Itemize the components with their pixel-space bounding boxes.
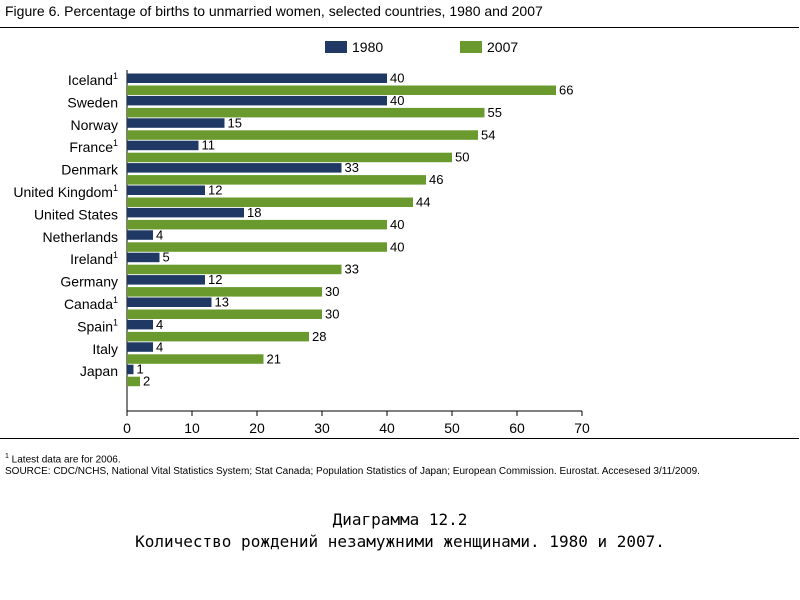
x-tick-label: 10 [184, 420, 200, 436]
bar-2007-germany [127, 287, 322, 297]
bar-1980-japan [127, 364, 134, 375]
bar-2007-canada [127, 309, 322, 319]
legend-swatch-1980 [325, 41, 347, 53]
bar-1980-united-kingdom [127, 185, 205, 195]
data-label-2007-norway: 54 [481, 127, 495, 142]
legend-label-1980: 1980 [352, 39, 383, 55]
data-label-1980-norway: 15 [228, 115, 242, 130]
category-label-ireland: Ireland1 [70, 250, 118, 267]
chart-frame: 19802007010203040506070PercentIceland140… [0, 27, 799, 439]
caption: Диаграмма 12.2 Количество рождений незам… [0, 509, 800, 553]
caption-line-1: Диаграмма 12.2 [332, 510, 468, 529]
footnote: 1 Latest data are for 2006. [5, 451, 700, 466]
data-label-1980-united-kingdom: 12 [208, 183, 222, 198]
bar-2007-norway [127, 130, 478, 140]
bar-1980-ireland [127, 252, 160, 263]
data-label-2007-germany: 30 [325, 284, 339, 299]
bar-2007-japan [127, 376, 140, 387]
bar-1980-united-states [127, 207, 244, 218]
data-label-2007-canada: 30 [325, 307, 339, 322]
data-label-2007-iceland: 66 [559, 83, 573, 98]
data-label-2007-denmark: 46 [429, 172, 443, 187]
data-label-2007-united-kingdom: 44 [416, 195, 430, 210]
data-label-2007-united-states: 40 [390, 217, 404, 232]
x-tick-label: 60 [509, 420, 525, 436]
bar-2007-ireland [127, 264, 342, 275]
bar-1980-canada [127, 297, 212, 307]
category-label-denmark: Denmark [61, 162, 119, 178]
bar-1980-iceland [127, 73, 387, 83]
bar-2007-netherlands [127, 242, 387, 252]
category-label-spain: Spain1 [77, 317, 118, 334]
bar-2007-denmark [127, 175, 426, 185]
data-label-2007-ireland: 33 [345, 262, 359, 277]
data-label-1980-canada: 13 [215, 295, 229, 310]
category-label-united-states: United States [34, 206, 118, 222]
category-label-france: France1 [69, 138, 118, 155]
data-label-1980-denmark: 33 [345, 160, 359, 175]
bar-1980-spain [127, 319, 153, 330]
caption-line-2: Количество рождений незамужними женщинам… [135, 532, 665, 551]
data-label-1980-japan: 1 [137, 362, 144, 377]
category-label-sweden: Sweden [67, 94, 118, 110]
x-tick-label: 40 [379, 420, 395, 436]
data-label-2007-sweden: 55 [488, 105, 502, 120]
bar-1980-norway [127, 118, 225, 128]
category-label-italy: Italy [92, 341, 118, 357]
category-label-canada: Canada1 [64, 295, 118, 312]
data-label-1980-germany: 12 [208, 272, 222, 287]
category-label-netherlands: Netherlands [43, 229, 119, 245]
bar-2007-united-states [127, 219, 387, 230]
bar-chart: 19802007010203040506070PercentIceland140… [13, 39, 590, 436]
bar-1980-denmark [127, 163, 342, 173]
footnote-text: Latest data are for 2006. [8, 454, 121, 466]
data-label-1980-united-states: 18 [247, 205, 261, 220]
footnote-marker: 1 [5, 453, 9, 460]
category-label-norway: Norway [71, 117, 118, 133]
data-label-1980-spain: 4 [156, 317, 163, 332]
legend-swatch-2007 [460, 41, 482, 53]
data-label-1980-iceland: 40 [390, 71, 404, 86]
legend-label-2007: 2007 [487, 39, 518, 55]
x-tick-label: 50 [444, 420, 460, 436]
bar-1980-italy [127, 342, 153, 352]
data-label-1980-sweden: 40 [390, 93, 404, 108]
bar-2007-iceland [127, 85, 556, 95]
bar-2007-sweden [127, 107, 485, 118]
bar-1980-germany [127, 275, 205, 285]
data-label-1980-ireland: 5 [163, 250, 170, 265]
bar-2007-italy [127, 354, 264, 364]
data-label-1980-italy: 4 [156, 339, 163, 354]
category-label-iceland: Iceland1 [68, 71, 118, 88]
category-label-united-kingdom: United Kingdom1 [13, 183, 118, 200]
bar-2007-spain [127, 331, 309, 342]
data-label-2007-japan: 2 [143, 374, 150, 389]
x-tick-label: 20 [249, 420, 265, 436]
data-label-2007-italy: 21 [267, 351, 281, 366]
figure-title: Figure 6. Percentage of births to unmarr… [5, 3, 543, 19]
category-label-japan: Japan [80, 363, 118, 379]
chart-notes: 1 Latest data are for 2006. SOURCE: CDC/… [5, 451, 700, 478]
source-note: SOURCE: CDC/NCHS, National Vital Statist… [5, 466, 700, 478]
data-label-2007-france: 50 [455, 150, 469, 165]
data-label-1980-netherlands: 4 [156, 227, 163, 242]
category-label-germany: Germany [60, 274, 118, 290]
bar-1980-netherlands [127, 230, 153, 240]
data-label-2007-spain: 28 [312, 329, 326, 344]
x-tick-label: 30 [314, 420, 330, 436]
x-tick-label: 70 [574, 420, 590, 436]
bar-2007-france [127, 152, 452, 163]
data-label-1980-france: 11 [202, 138, 216, 153]
bar-1980-sweden [127, 95, 387, 106]
bar-1980-france [127, 140, 199, 151]
data-label-2007-netherlands: 40 [390, 239, 404, 254]
x-tick-label: 0 [123, 420, 131, 436]
bar-2007-united-kingdom [127, 197, 413, 207]
